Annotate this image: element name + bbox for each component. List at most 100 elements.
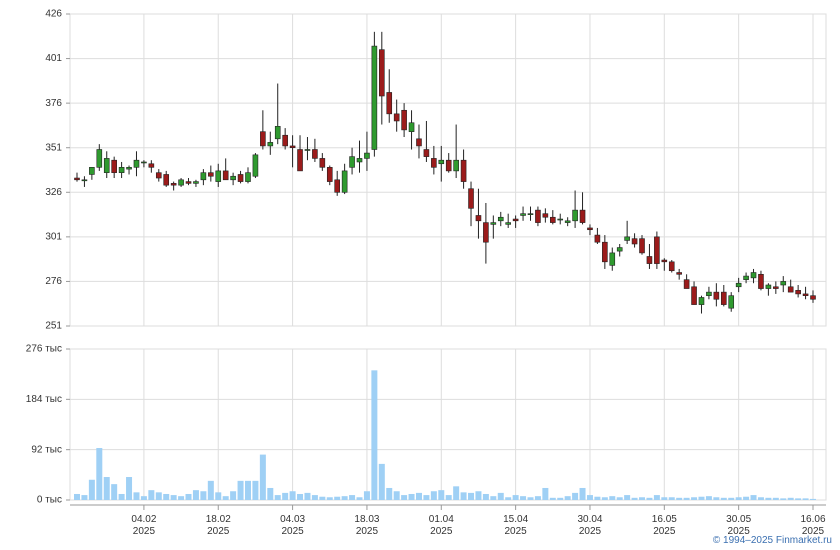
volume-bar: [557, 497, 564, 500]
y-tick-label: 276 тыс: [26, 344, 62, 355]
volume-bar: [527, 497, 534, 500]
volume-bar: [237, 480, 244, 500]
volume-bar: [802, 498, 809, 500]
candle-body: [460, 159, 467, 182]
volume-bar: [683, 497, 690, 500]
candle-body: [148, 163, 155, 168]
candle-body: [393, 113, 400, 122]
volume-bar: [795, 498, 802, 500]
candle-body: [118, 167, 125, 173]
volume-bar: [631, 497, 638, 500]
y-tick-label: 0 тыс: [37, 495, 62, 506]
candle-body: [245, 172, 251, 182]
candle-body: [810, 295, 816, 300]
candle-body: [497, 216, 504, 222]
candle-body: [371, 45, 378, 150]
candle-body: [178, 179, 184, 186]
x-tick-label: 18.03 2025: [354, 514, 380, 537]
candle-body: [341, 170, 348, 193]
candle-body: [103, 158, 110, 173]
plot-area: [69, 348, 827, 501]
candle-body: [297, 149, 303, 172]
volume-bar: [423, 495, 430, 500]
volume-bar: [460, 492, 467, 500]
x-tick-label: 30.05 2025: [726, 514, 752, 537]
volume-bar: [594, 496, 601, 500]
candle-body: [527, 213, 534, 215]
volume-bar: [415, 492, 422, 500]
volume-bar: [222, 496, 229, 500]
volume-bar: [267, 487, 274, 500]
volume-bar: [386, 487, 393, 500]
candle-body: [89, 167, 95, 175]
volume-bar: [81, 495, 88, 500]
candle-body: [475, 215, 482, 222]
candle-body: [698, 297, 705, 305]
candle-body: [594, 234, 601, 243]
candle-body: [230, 175, 236, 181]
y-tick-label: 92 тыс: [31, 444, 62, 455]
volume-bar: [289, 491, 296, 500]
x-tick-label: 30.04 2025: [577, 514, 603, 537]
volume-bar: [133, 492, 140, 500]
volume-bar: [534, 496, 541, 500]
volume-bar: [616, 497, 623, 500]
candle-body: [639, 238, 645, 254]
candle-body: [267, 142, 274, 147]
volume-bar: [720, 497, 727, 500]
volume-bar: [810, 498, 816, 500]
volume-bar: [126, 477, 133, 500]
volume-bar: [705, 496, 712, 500]
candle-body: [401, 109, 407, 131]
volume-bar: [787, 497, 794, 500]
candle-body: [111, 159, 117, 173]
volume-bar: [505, 497, 512, 500]
candle-body: [691, 286, 697, 305]
candle-body: [661, 259, 668, 263]
volume-bar: [542, 487, 549, 500]
candle-body: [349, 156, 355, 168]
x-tick-label: 16.05 2025: [651, 514, 677, 537]
candle-body: [750, 272, 757, 279]
candle-body: [96, 149, 103, 168]
volume-bar: [445, 495, 452, 500]
candle-body: [274, 126, 281, 140]
candle-body: [609, 252, 616, 266]
candle-body: [185, 181, 192, 184]
volume-bar: [490, 496, 497, 500]
volume-bar: [586, 495, 593, 500]
candle-body: [133, 159, 140, 168]
candle-body: [505, 222, 511, 225]
candle-body: [319, 158, 326, 168]
candle-body: [683, 279, 690, 289]
volume-bar: [274, 495, 281, 500]
volume-bar: [363, 491, 370, 500]
volume-bar: [653, 495, 660, 500]
candle-body: [141, 161, 147, 164]
volume-bar: [691, 497, 698, 500]
volume-bar: [743, 496, 750, 500]
candle-body: [758, 273, 764, 289]
candle-body: [252, 154, 259, 177]
x-tick-label: 04.03 2025: [280, 514, 306, 537]
x-tick-label: 15.04 2025: [503, 514, 529, 537]
volume-bar: [155, 492, 162, 500]
candle-body: [520, 213, 526, 216]
candle-body: [364, 152, 370, 159]
candle-body: [676, 272, 682, 275]
volume-bar: [371, 370, 378, 500]
volume-bar: [103, 477, 110, 500]
candle-body: [549, 216, 556, 223]
volume-bar: [118, 493, 125, 500]
volume-bar: [230, 491, 237, 500]
candle-body: [326, 167, 333, 182]
volume-bar: [735, 497, 742, 500]
volume-bar: [244, 480, 251, 500]
y-tick-label: 184 тыс: [26, 394, 62, 405]
volume-bar: [772, 497, 779, 500]
candle-body: [572, 209, 578, 222]
candle-body: [765, 284, 772, 289]
volume-bar: [178, 496, 185, 500]
volume-bar: [430, 491, 437, 500]
